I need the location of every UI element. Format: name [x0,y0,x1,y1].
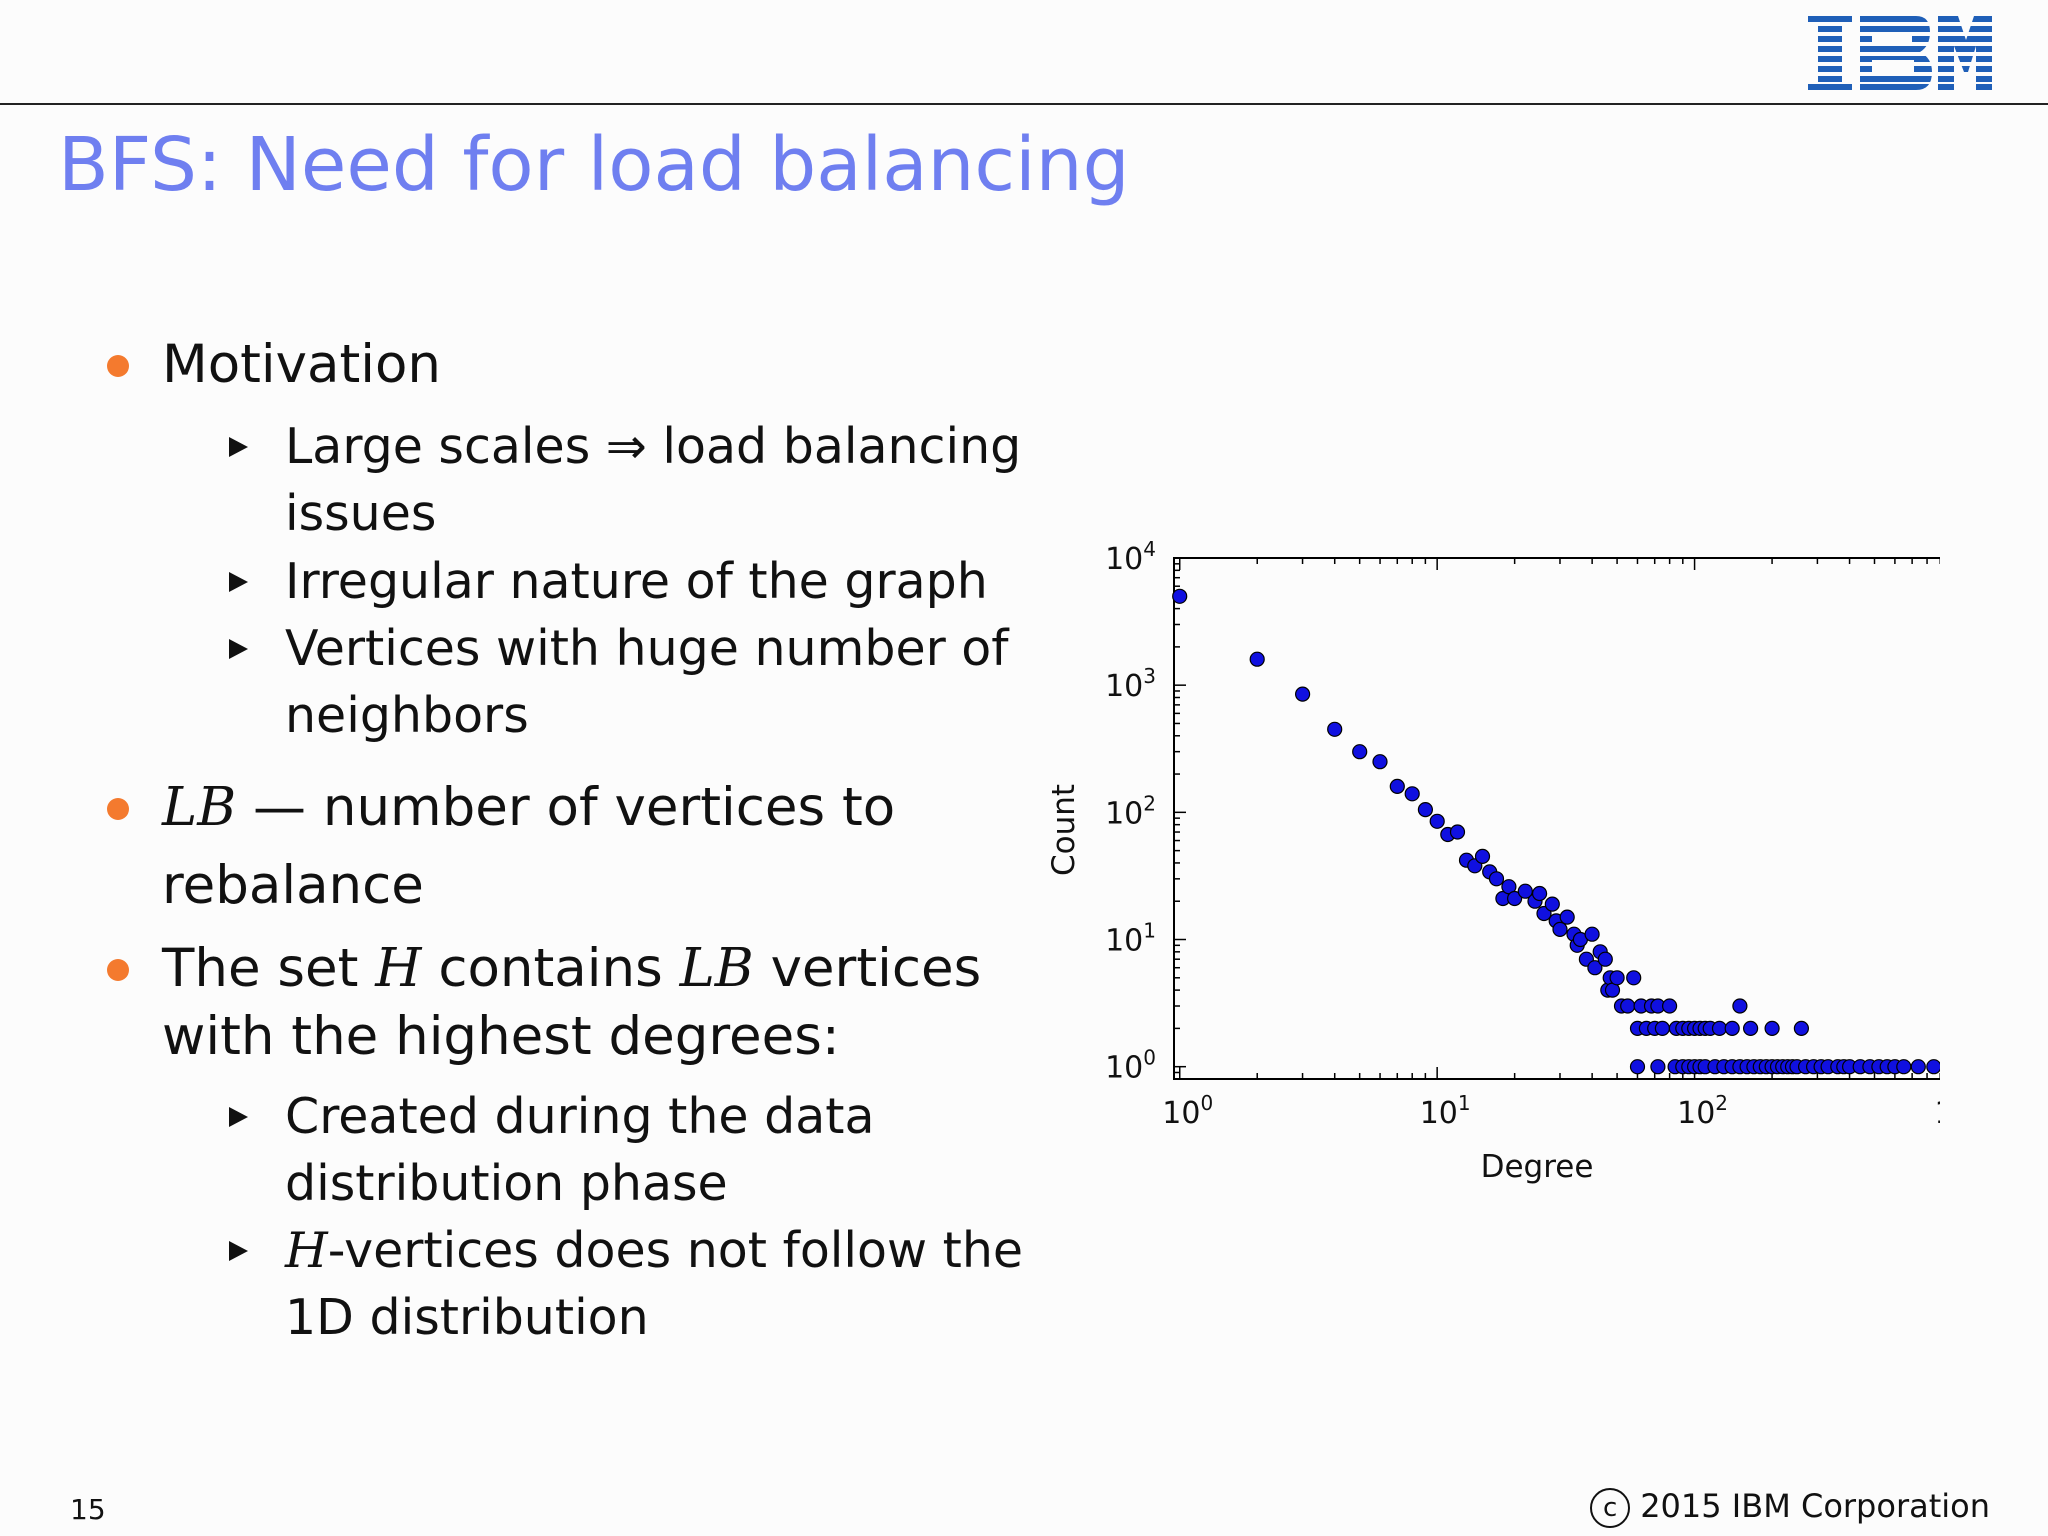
data-point [1544,896,1560,912]
text: -vertices does not follow the [327,1222,1024,1279]
x-tick-label: 101 [1420,1091,1471,1131]
sub-bullet-marker [229,639,248,659]
data-point [1926,1059,1940,1075]
footer-copyright: c 2015 IBM Corporation [1590,1487,1990,1528]
y-tick-label: 102 [1105,791,1156,831]
bullet-marker [107,959,129,981]
header-divider [0,103,2048,105]
data-point [1896,1059,1912,1075]
tick-layer: 100 101 102 103 100 101 102 103 104 [1105,537,1940,1131]
math-lb: LB [679,938,754,999]
data-point [1404,786,1420,802]
sub-bullet-marker [229,1107,248,1127]
slide-title: BFS: Need for load balancing [58,122,1130,208]
data-point [1609,970,1625,986]
data-point [1742,1020,1759,1036]
copyright-text: 2015 IBM Corporation [1640,1487,1990,1525]
sub-bullet-marker [229,1241,248,1261]
sub-bullet-h-vertices: H-vertices does not follow the [285,1217,1023,1284]
bullet-marker [107,355,129,377]
data-point [1910,1059,1926,1075]
copyright-icon: c [1590,1488,1631,1528]
bullet-lb-cont: rebalance [162,855,424,916]
y-tick-label: 104 [1105,537,1156,577]
data-point [1711,1020,1728,1036]
data-point [1536,905,1552,922]
ibm-logo [1808,16,1992,90]
data-point [1552,921,1568,937]
text: The set [162,938,376,999]
points-layer [1172,588,1940,1075]
page-number: 15 [70,1493,106,1526]
plot-frame [1173,557,1940,1080]
data-point [1597,951,1613,967]
sub-bullet-created-cont: distribution phase [285,1155,728,1212]
x-tick-label: 103 [1935,1091,1940,1131]
text: vertices [753,938,982,999]
data-point [1724,1020,1740,1036]
data-point [1532,885,1548,902]
sub-bullet-marker [229,572,248,592]
data-point [1626,970,1642,986]
data-point [1295,686,1311,702]
sub-bullet-vertices: Vertices with huge number of [285,620,1009,677]
sub-bullet-marker [229,437,248,457]
data-point [1559,909,1575,925]
sub-bullet-irregular: Irregular nature of the graph [285,553,988,610]
text: contains [421,938,680,999]
data-point [1764,1020,1780,1036]
bullet-lb-text: — number of vertices to [236,777,896,838]
degree-count-scatter-chart: 100 101 102 103 100 101 102 103 104 Degree Count [1046,537,1940,1185]
data-point [1429,813,1445,829]
math-lb: LB [162,777,237,838]
data-point [1620,998,1636,1014]
data-point [1372,754,1388,770]
y-tick-label: 103 [1105,664,1156,704]
data-point [1587,960,1603,976]
data-point [1793,1020,1810,1036]
data-point [1474,848,1491,864]
data-point [1517,883,1533,899]
data-point [1449,824,1466,840]
data-point [1650,1059,1666,1075]
data-point [1352,744,1368,760]
bullet-lb: LB — number of vertices to [162,770,895,846]
math-h: H [375,938,422,999]
sub-bullet-vertices-cont: neighbors [285,687,529,744]
data-point [1327,721,1343,737]
bullet-set-h-cont: with the highest degrees: [162,1006,840,1067]
data-point [1389,778,1405,794]
data-point [1584,926,1600,942]
data-point [1654,1020,1671,1036]
sub-bullet-h-vertices-cont: 1D distribution [285,1289,649,1346]
data-point [1172,588,1188,604]
y-tick-label: 101 [1105,919,1156,959]
x-tick-label: 102 [1677,1091,1728,1131]
data-point [1507,890,1523,907]
data-point [1249,651,1265,667]
y-axis-label: Count [1046,784,1082,876]
y-tick-label: 100 [1105,1046,1156,1086]
sub-bullet-large-scales: Large scales ⇒ load balancing [285,418,1022,475]
bullet-marker [107,798,129,820]
data-point [1488,871,1505,887]
data-point [1629,1059,1646,1075]
sub-bullet-large-scales-cont: issues [285,485,437,542]
x-axis-label: Degree [1481,1149,1594,1185]
data-point [1661,998,1678,1014]
bullet-motivation: Motivation [162,334,442,395]
sub-bullet-created: Created during the data [285,1088,875,1145]
bullet-set-h: The set H contains LB vertices [162,931,981,1007]
data-point [1732,998,1748,1014]
math-h: H [285,1222,328,1279]
data-point [1417,802,1433,818]
x-tick-label: 100 [1162,1091,1213,1131]
